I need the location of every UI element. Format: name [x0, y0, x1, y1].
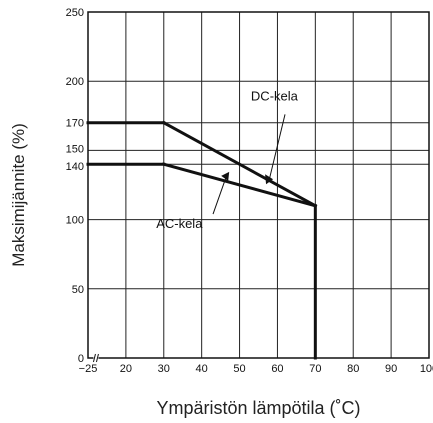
y-tick-label: 50	[72, 284, 84, 296]
annotations: DC-kela AC-kela	[156, 89, 298, 231]
x-tick-label: 40	[196, 363, 208, 375]
y-tick-label: 140	[66, 161, 84, 173]
x-tick-label: 100	[420, 363, 433, 375]
x-axis-break	[92, 353, 99, 363]
x-tick-label: 90	[385, 363, 397, 375]
x-tick-label: 60	[271, 363, 283, 375]
dc-arrowhead	[265, 174, 274, 185]
y-axis-label-wrap: Maksimijännite (%)	[4, 40, 34, 350]
ac-arrowhead	[221, 171, 230, 181]
ac-leader	[212, 176, 227, 215]
dc-leader	[268, 114, 286, 181]
x-axis-break-gap	[93, 354, 99, 362]
dc-label: DC-kela	[251, 89, 299, 104]
series-0-segment	[161, 120, 318, 208]
y-tick-label: 250	[66, 7, 84, 19]
grid	[88, 12, 429, 358]
x-tick-label: 20	[120, 363, 132, 375]
y-tick-label: 0	[78, 353, 84, 365]
y-tick-label: 170	[66, 118, 84, 130]
x-axis-label: Ympäristön lämpötila (˚C)	[156, 398, 361, 418]
x-axis-break-mark	[95, 353, 99, 363]
series-1-segment	[161, 162, 318, 208]
x-tick-label: −25	[79, 363, 98, 375]
x-tick-label: 80	[347, 363, 359, 375]
x-axis-break-mark	[92, 353, 96, 363]
x-tick-label: 30	[158, 363, 170, 375]
y-tick-labels: 0 50 100 140 150 170 200 250	[66, 7, 84, 365]
x-tick-label: 50	[233, 363, 245, 375]
y-axis-label: Maksimijännite (%)	[9, 123, 28, 267]
series-lines	[86, 120, 318, 360]
y-tick-label: 100	[66, 215, 84, 227]
ac-label: AC-kela	[156, 216, 203, 231]
y-tick-label: 150	[66, 143, 84, 155]
y-tick-label: 200	[66, 76, 84, 88]
x-tick-label: 70	[309, 363, 321, 375]
x-tick-labels: −25 20 30 40 50 60 70 80 90 100	[79, 363, 433, 375]
plot-frame	[87, 11, 430, 359]
